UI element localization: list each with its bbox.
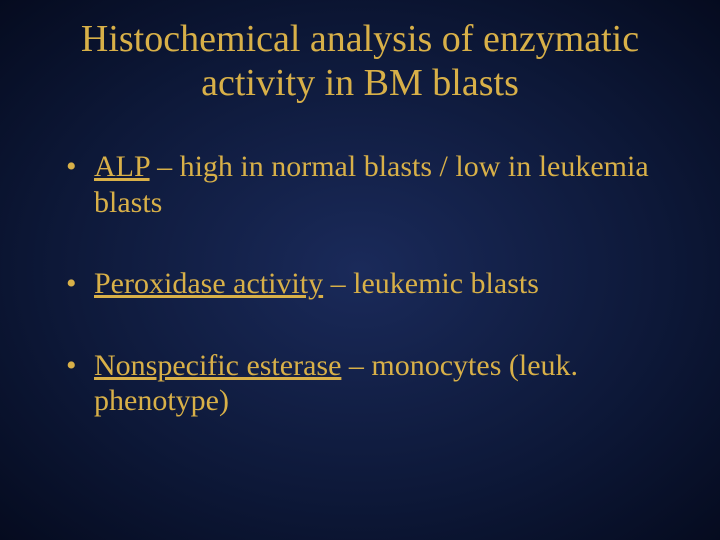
bullet-rest: – high in normal blasts / low in leukemi… <box>94 150 649 218</box>
bullet-list: ALP – high in normal blasts / low in leu… <box>60 149 660 418</box>
list-item: Peroxidase activity – leukemic blasts <box>60 266 660 301</box>
slide-title: Histochemical analysis of enzymatic acti… <box>60 18 660 105</box>
list-item: Nonspecific esterase – monocytes (leuk. … <box>60 348 660 419</box>
slide: Histochemical analysis of enzymatic acti… <box>0 0 720 540</box>
bullet-term: Peroxidase activity <box>94 267 323 300</box>
bullet-rest: – leukemic blasts <box>323 267 539 300</box>
list-item: ALP – high in normal blasts / low in leu… <box>60 149 660 220</box>
bullet-term: ALP <box>94 150 150 183</box>
bullet-term: Nonspecific esterase <box>94 349 341 382</box>
